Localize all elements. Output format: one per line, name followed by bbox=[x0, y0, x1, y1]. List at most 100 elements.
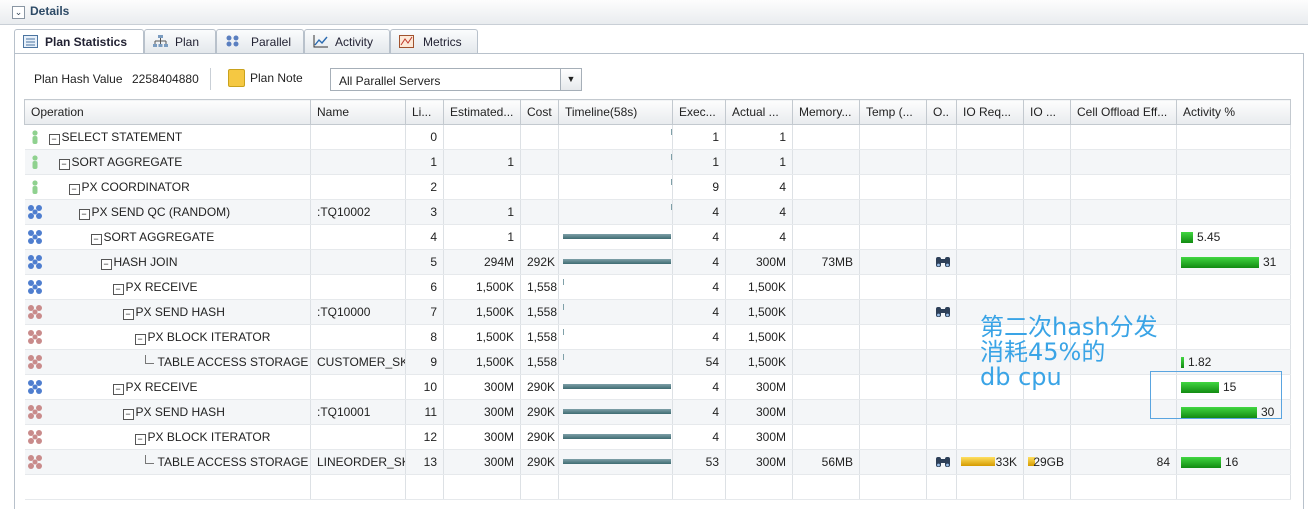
exec-cell: 4 bbox=[672, 399, 726, 425]
collapse-icon[interactable]: − bbox=[90, 234, 102, 245]
temp-cell bbox=[859, 424, 927, 450]
cost-cell: 290K bbox=[520, 374, 559, 400]
px-server-blue-icon bbox=[27, 280, 42, 294]
column-header[interactable]: Li... bbox=[405, 99, 444, 125]
table-row[interactable]: − PX RECEIVE 6 1,500K 1,558 4 1,500K bbox=[24, 274, 1291, 300]
plan-note-icon[interactable] bbox=[228, 69, 245, 87]
collapse-icon[interactable]: − bbox=[48, 134, 60, 145]
collapse-icon[interactable]: − bbox=[58, 159, 70, 170]
io-requests-cell bbox=[956, 199, 1024, 225]
activity-value: 30 bbox=[1261, 405, 1275, 419]
tab-plan[interactable]: Plan bbox=[144, 29, 216, 53]
column-header[interactable]: Activity % bbox=[1176, 99, 1291, 125]
table-row[interactable]: TABLE ACCESS STORAGE ...CUSTOMER_SKE91,5… bbox=[24, 349, 1291, 375]
column-header[interactable]: Cost bbox=[520, 99, 559, 125]
table-row[interactable]: − PX SEND QC (RANDOM):TQ10002 3 1 4 4 bbox=[24, 199, 1291, 225]
table-row[interactable]: − PX SEND HASH:TQ10000 7 1,500K 1,558 4 1,500K bbox=[24, 299, 1291, 325]
collapse-icon[interactable]: − bbox=[112, 384, 124, 395]
estimated-cell: 1,500K bbox=[443, 299, 521, 325]
column-header[interactable]: Cell Offload Eff... bbox=[1070, 99, 1177, 125]
collapse-icon[interactable]: − bbox=[68, 184, 80, 195]
binoculars-icon[interactable] bbox=[935, 305, 951, 319]
tab-activity[interactable]: Activity bbox=[304, 29, 390, 53]
io-bytes-bar bbox=[1028, 457, 1035, 466]
column-header[interactable]: Name bbox=[310, 99, 406, 125]
column-header[interactable]: Estimated... bbox=[443, 99, 521, 125]
server-select[interactable]: All Parallel Servers ▼ bbox=[330, 68, 582, 91]
binoculars-icon[interactable] bbox=[935, 255, 951, 269]
chevron-down-icon[interactable]: ▼ bbox=[560, 69, 581, 90]
tab-parallel[interactable]: Parallel bbox=[216, 29, 304, 53]
server-select-value: All Parallel Servers bbox=[339, 74, 441, 88]
estimated-cell: 300M bbox=[443, 424, 521, 450]
collapse-icon[interactable]: − bbox=[134, 434, 146, 445]
table-row[interactable]: − PX RECEIVE 10 300M 290K 4 300M 15 bbox=[24, 374, 1291, 400]
tab-metrics[interactable]: Metrics bbox=[390, 29, 478, 53]
timeline-cell bbox=[558, 124, 673, 150]
empty-cell bbox=[443, 474, 521, 500]
io-bytes-cell bbox=[1023, 399, 1071, 425]
io-bytes-cell bbox=[1023, 149, 1071, 175]
exec-cell: 4 bbox=[672, 299, 726, 325]
table-row[interactable]: − PX SEND HASH:TQ10001 11 300M 290K 4 300M 30 bbox=[24, 399, 1291, 425]
collapse-icon[interactable]: − bbox=[78, 209, 90, 220]
column-header[interactable]: IO Req... bbox=[956, 99, 1024, 125]
collapse-icon[interactable]: − bbox=[122, 309, 134, 320]
io-bytes-cell bbox=[1023, 274, 1071, 300]
highlight-box bbox=[1150, 371, 1282, 419]
column-header[interactable]: Exec... bbox=[672, 99, 726, 125]
collapse-icon[interactable]: − bbox=[134, 334, 146, 345]
column-header[interactable]: IO ... bbox=[1023, 99, 1071, 125]
table-row[interactable]: − PX BLOCK ITERATOR 12 300M 290K 4 300M bbox=[24, 424, 1291, 450]
px-server-blue-icon bbox=[27, 380, 42, 394]
temp-cell bbox=[859, 149, 927, 175]
offload-cell bbox=[926, 399, 957, 425]
column-header[interactable]: Operation bbox=[24, 99, 311, 125]
timeline-cell bbox=[558, 174, 673, 200]
timeline-bar bbox=[563, 409, 671, 414]
tab-plan-statistics[interactable]: Plan Statistics bbox=[14, 29, 144, 55]
operation-label: PX COORDINATOR bbox=[81, 180, 190, 194]
column-header[interactable]: Temp (... bbox=[859, 99, 927, 125]
binoculars-icon[interactable] bbox=[935, 455, 951, 469]
table-row[interactable]: − SELECT STATEMENT 0 1 1 bbox=[24, 124, 1291, 150]
collapse-icon[interactable]: − bbox=[112, 284, 124, 295]
activity-bar bbox=[1181, 357, 1184, 368]
io-bytes-cell bbox=[1023, 174, 1071, 200]
activity-cell: 30 bbox=[1176, 399, 1291, 425]
timeline-bar bbox=[563, 459, 671, 464]
line-cell: 5 bbox=[405, 249, 444, 275]
io-bytes-value: 29GB bbox=[1033, 455, 1064, 469]
table-row[interactable]: TABLE ACCESS STORAGE ... LINEORDER_SKI 13 3… bbox=[24, 449, 1291, 475]
column-header[interactable]: Actual ... bbox=[725, 99, 793, 125]
timeline-cell bbox=[558, 199, 673, 225]
column-header[interactable]: O.. bbox=[926, 99, 957, 125]
table-row[interactable]: − SORT AGGREGATE 4 1 4 4 5.45 bbox=[24, 224, 1291, 250]
io-requests-bar bbox=[961, 457, 995, 466]
estimated-cell: 1,500K bbox=[443, 324, 521, 350]
empty-cell bbox=[672, 474, 726, 500]
table-row[interactable]: − HASH JOIN 5 294M 292K 4 300M 73MB 31 bbox=[24, 249, 1291, 275]
collapse-toggle-icon[interactable]: ⌄ bbox=[12, 6, 25, 19]
plan-note-link[interactable]: Plan Note bbox=[250, 71, 303, 85]
io-bytes-cell bbox=[1023, 199, 1071, 225]
px-server-blue-icon bbox=[27, 205, 42, 219]
activity-cell: 1.82 bbox=[1176, 349, 1291, 375]
column-header[interactable]: Memory... bbox=[792, 99, 860, 125]
operation-label: PX RECEIVE bbox=[125, 280, 198, 294]
name-cell bbox=[310, 224, 406, 250]
table-row[interactable]: − PX BLOCK ITERATOR 8 1,500K 1,558 4 1,500K bbox=[24, 324, 1291, 350]
temp-cell bbox=[859, 249, 927, 275]
parallel-icon bbox=[226, 35, 239, 47]
activity-cell bbox=[1176, 149, 1291, 175]
column-header[interactable]: Timeline(58s) bbox=[558, 99, 673, 125]
collapse-icon[interactable]: − bbox=[100, 259, 112, 270]
table-row[interactable]: − PX COORDINATOR 2 9 4 bbox=[24, 174, 1291, 200]
collapse-icon[interactable]: − bbox=[122, 409, 134, 420]
table-row[interactable]: − SORT AGGREGATE 1 1 1 1 bbox=[24, 149, 1291, 175]
io-requests-cell bbox=[956, 424, 1024, 450]
offload-cell bbox=[926, 449, 957, 475]
operation-label: TABLE ACCESS STORAGE ... bbox=[157, 455, 311, 469]
cell-offload-cell bbox=[1070, 399, 1177, 425]
timeline-tick bbox=[563, 354, 564, 360]
